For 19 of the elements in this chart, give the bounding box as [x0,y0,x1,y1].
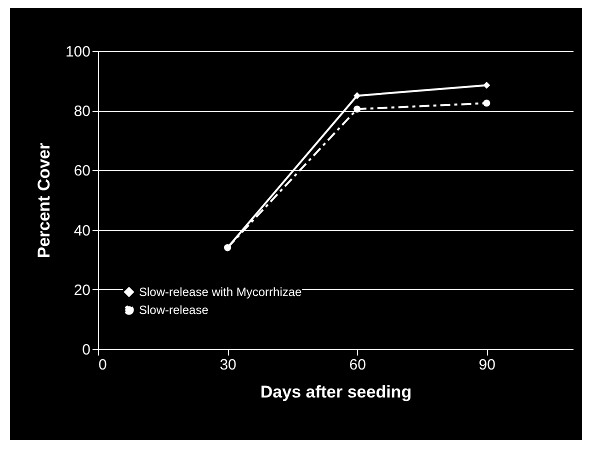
legend-label: Slow-release with Mycorrhizae [139,285,302,299]
x-axis-title: Days after seeding [260,382,412,402]
x-tick-label: 0 [98,356,107,374]
point [483,82,490,89]
y-tick-label: 0 [82,342,90,358]
y-axis-title: Percent Cover [34,142,54,258]
point [483,100,490,107]
y-tick-label: 100 [65,44,90,60]
point [354,92,361,100]
legend-label: Slow-release [139,303,209,317]
y-tick-label: 40 [74,222,90,240]
y-tick-label: 60 [74,162,90,180]
x-tick-label: 60 [349,356,366,374]
y-tick-label: 20 [74,282,90,299]
point [354,106,361,113]
point [224,244,232,252]
y-tick-label: 80 [74,103,90,120]
x-tick-label: 90 [478,356,496,374]
x-tick-label: 30 [220,356,236,374]
